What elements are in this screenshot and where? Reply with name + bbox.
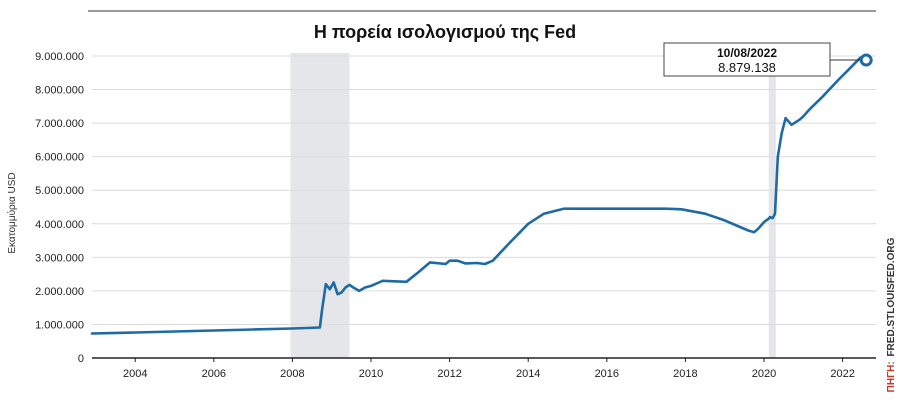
- y-tick-label: 6.000.000: [35, 152, 84, 164]
- recession-shading: [290, 53, 776, 358]
- y-tick-label: 5.000.000: [35, 185, 84, 197]
- x-tick-label: 2014: [516, 368, 540, 380]
- y-tick-label: 4.000.000: [35, 219, 84, 231]
- gridlines: [92, 55, 876, 359]
- y-tick-label: 8.000.000: [35, 85, 84, 97]
- y-tick-label: 2.000.000: [35, 286, 84, 298]
- y-tick-label: 3.000.000: [35, 252, 84, 264]
- x-tick-label: 2008: [280, 368, 304, 380]
- source-label: ΠΗΓΗ: FRED.STLOUISFED.ORG: [886, 237, 897, 392]
- chart-title: Η πορεία ισολογισμού της Fed: [314, 22, 576, 42]
- x-tick-label: 2010: [359, 368, 383, 380]
- x-tick-label: 2018: [673, 368, 697, 380]
- x-tick-label: 2016: [595, 368, 619, 380]
- tooltip-date: 10/08/2022: [717, 46, 777, 60]
- x-axis-ticks: 2004 2006 2008 2010 2012 2014 2016 2018 2020 2022: [123, 358, 855, 380]
- source-url: FRED.STLOUISFED.ORG: [886, 237, 897, 356]
- x-tick-label: 2012: [437, 368, 461, 380]
- recession-band-1: [290, 53, 350, 358]
- y-tick-label: 1.000.000: [35, 319, 84, 331]
- y-axis-ticks: 0 1.000.000 2.000.000 3.000.000 4.000.000 5.0…: [35, 51, 84, 365]
- x-tick-label: 2004: [123, 368, 147, 380]
- x-tick-label: 2022: [830, 368, 854, 380]
- y-axis-title: Εκατομμύρια USD: [6, 172, 18, 253]
- y-tick-label: 9.000.000: [35, 51, 84, 63]
- highlight-marker[interactable]: [859, 53, 873, 67]
- y-tick-label: 0: [78, 353, 84, 365]
- series-line-1: [90, 56, 868, 335]
- tooltip-value: 8.879.138: [718, 60, 776, 75]
- series-layer: [90, 56, 868, 335]
- tooltip-box: [663, 42, 831, 77]
- y-tick-label: 7.000.000: [35, 118, 84, 130]
- x-tick-label: 2006: [202, 368, 226, 380]
- x-tick-label: 2020: [752, 368, 776, 380]
- source-prefix: ΠΗΓΗ:: [886, 361, 897, 392]
- value-tooltip: 10/08/2022 8.879.138: [663, 42, 861, 77]
- marker-layer: [859, 53, 873, 67]
- recession-band-2: [768, 53, 776, 358]
